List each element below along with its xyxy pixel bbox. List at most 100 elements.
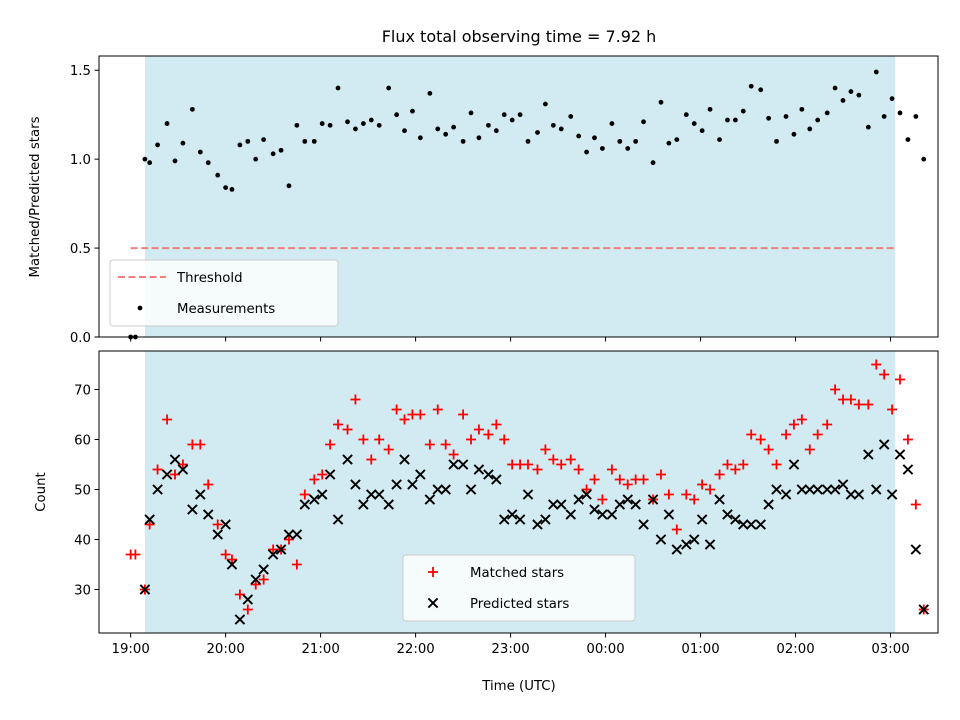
measurement-point (625, 146, 631, 151)
matched-star-point (845, 394, 856, 405)
measurement-point (807, 126, 813, 132)
predicted-star-point (555, 499, 567, 510)
measurement-point (476, 135, 482, 141)
matched-star-point (399, 414, 410, 425)
predicted-star-point (812, 484, 823, 495)
predicted-star-point (622, 494, 633, 505)
matched-star-point (203, 479, 214, 490)
x-tick-label: 21:00 (301, 642, 339, 657)
matched-star-point (309, 474, 320, 485)
measurement-point (707, 106, 713, 112)
matched-star-point (383, 444, 394, 455)
matched-star-point (755, 434, 766, 445)
measurement-point (517, 112, 523, 118)
measurement-point (435, 126, 441, 132)
predicted-star-point (342, 454, 353, 465)
measurement-point (791, 131, 797, 137)
predicted-star-point (647, 494, 659, 505)
measurement-point (674, 137, 680, 142)
matched-star-point (325, 439, 336, 450)
bottom-y-axis-label: Count (34, 472, 49, 512)
predicted-star-point (283, 529, 295, 540)
axes-frame (98, 55, 939, 338)
matched-star-point (258, 574, 269, 585)
y-tick-label: 0.5 (70, 242, 91, 257)
predicted-star-point (506, 509, 518, 520)
x-tick-label: 22:00 (396, 642, 434, 657)
top-axes: 0.0 0.5 1.0 1.5 Threshold Measurements (70, 55, 939, 346)
matched-star-point (162, 414, 173, 425)
measurement-point (278, 147, 284, 153)
predicted-star-point (730, 514, 741, 525)
measurement-point (270, 151, 276, 157)
predicted-star-point (671, 544, 683, 555)
matched-star-point (853, 399, 864, 410)
chart-title: Flux total observing time = 7.92 h (382, 27, 657, 46)
measurement-point (881, 114, 887, 119)
matched-star-point (730, 464, 741, 475)
predicted-star-point (358, 499, 369, 510)
matched-star-point (212, 519, 223, 530)
measurement-point (725, 117, 730, 123)
measurement-point (386, 85, 392, 91)
measurement-point (509, 117, 515, 123)
matched-star-point (589, 474, 600, 485)
predicted-star-point (606, 509, 618, 520)
matched-star-point (358, 434, 369, 445)
measurement-point (501, 112, 507, 118)
matched-star-point (763, 444, 774, 455)
predicted-star-point (195, 489, 206, 500)
matched-star-point (738, 459, 749, 470)
measurement-point (345, 119, 350, 125)
matched-star-point (804, 444, 815, 455)
matched-star-point (681, 489, 692, 500)
matched-star-point (573, 464, 584, 475)
measurement-point (658, 99, 664, 105)
predicted-star-point (796, 484, 808, 495)
matched-star-point (705, 484, 716, 495)
predicted-star-point (655, 534, 667, 545)
measurement-point (641, 119, 646, 125)
measurement-point (766, 115, 772, 121)
measurement-point (205, 160, 211, 166)
measurement-point (164, 121, 170, 126)
legend-predicted-label: Predicted stars (470, 597, 569, 612)
matched-star-point (299, 489, 310, 500)
predicted-star-point (688, 534, 700, 545)
predicted-star-point (532, 519, 543, 530)
measurement-point (468, 110, 474, 116)
matched-star-point (432, 404, 443, 415)
measurement-point (319, 121, 325, 126)
matched-star-point (671, 524, 682, 535)
predicted-star-point (918, 604, 930, 615)
legend-matched-swatch (428, 567, 438, 577)
predicted-star-point (399, 454, 410, 465)
predicted-star-point (383, 499, 394, 510)
matched-star-point (540, 444, 551, 455)
predicted-star-point (483, 469, 494, 480)
predicted-star-point (220, 519, 231, 530)
predicted-star-point (722, 509, 733, 520)
predicted-star-point (704, 539, 716, 550)
measurement-point (237, 142, 243, 148)
matched-star-point (788, 419, 799, 430)
matched-star-point (195, 439, 206, 450)
predicted-star-point (614, 499, 626, 510)
predicted-star-point (514, 514, 526, 525)
legend-measurement-label: Measurements (177, 302, 275, 317)
x-tick-label: 02:00 (776, 642, 814, 657)
predicted-star-point (299, 499, 311, 510)
matched-star-point (440, 439, 451, 450)
predicted-star-point (696, 514, 708, 525)
predicted-star-point (755, 519, 766, 530)
matched-star-point (177, 459, 188, 470)
predicted-star-point (187, 504, 198, 515)
predicted-star-point (275, 544, 287, 555)
measurement-point (360, 121, 366, 126)
measurement-point (460, 138, 466, 144)
measurement-point (666, 140, 672, 146)
matched-star-point (366, 454, 377, 465)
matched-star-point (250, 579, 261, 590)
legend: Matched stars Predicted stars (402, 554, 636, 622)
predicted-star-point (663, 509, 675, 520)
